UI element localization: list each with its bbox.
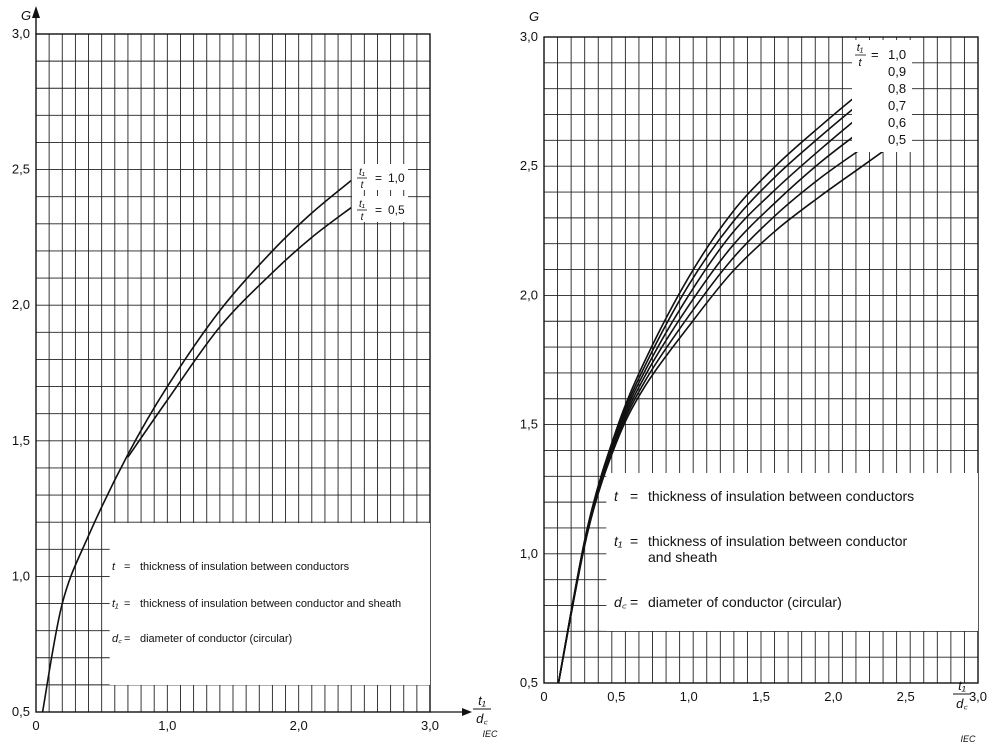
definition-text: thickness of insulation between conducto…	[140, 561, 350, 573]
series-name-label: 0,8	[888, 81, 906, 96]
definition-equals: =	[124, 561, 130, 573]
chart-right: 0,51,01,52,02,53,00 0,5 1,0 1,5 2,0 2,5 3,0Gt₁…	[520, 9, 987, 744]
definition-symbol: t	[614, 488, 619, 504]
y-tick-label: 1,5	[520, 417, 538, 432]
series-line-0-5	[557, 144, 892, 684]
x-axis-label-denominator: d꜀	[956, 696, 968, 711]
x-axis-label-numerator: t₁	[478, 693, 486, 708]
ratio-denominator: t	[858, 57, 862, 69]
x-tick-label: 2,0	[824, 689, 842, 704]
series-name-label: 1,0	[888, 47, 906, 62]
y-tick-label: 0,5	[520, 675, 538, 690]
ratio-denominator: t	[361, 212, 365, 223]
ratio-equals: =	[375, 171, 382, 185]
x-tick-label: 3,0	[969, 689, 987, 704]
y-tick-label: 3,0	[520, 29, 538, 44]
ratio-equals: =	[871, 47, 879, 62]
definitions-list: t = thickness of insulation between conduc…	[112, 561, 401, 645]
y-tick-label: 1,0	[12, 568, 30, 583]
y-axis-arrow-head	[32, 6, 40, 18]
definitions-list: t = thickness of insulation between conduc…	[614, 488, 914, 610]
y-tick-label: 2,0	[520, 287, 538, 302]
plot-frame	[543, 36, 979, 684]
definition-equals: =	[630, 488, 638, 504]
series-name-label: 0,5	[388, 203, 405, 217]
definition-symbol: t	[112, 561, 116, 573]
x-tick-label: 0,5	[607, 689, 625, 704]
definition-text: diameter of conductor (circular)	[140, 633, 292, 645]
x-tick-label: 3,0	[421, 718, 439, 733]
definition-text: diameter of conductor (circular)	[648, 594, 842, 610]
definition-symbol: d꜀	[614, 594, 627, 610]
x-tick-label: 0	[32, 718, 39, 733]
x-tick-label: 0	[540, 689, 547, 704]
ratio-legend: t₁ t = 1,0 0,9 0,8 0,7 0,6 0,5	[852, 40, 912, 152]
source-mark: IEC	[482, 729, 498, 739]
x-tick-label: 1,0	[680, 689, 698, 704]
y-tick-label: 3,0	[12, 26, 30, 41]
definitions-box	[606, 473, 978, 631]
series-name-label: 0,6	[888, 115, 906, 130]
definitions-box	[109, 523, 431, 685]
source-mark: IEC	[960, 734, 976, 744]
ratio-equals: =	[375, 203, 382, 217]
y-tick-label: 1,0	[520, 546, 538, 561]
series-name-label: 0,9	[888, 64, 906, 79]
definition-text: thickness of insulation between conducto…	[140, 598, 401, 610]
series-name-label: 0,7	[888, 98, 906, 113]
x-axis-label: t₁ d꜀	[953, 678, 971, 711]
series-name-label: 0,5	[888, 132, 906, 147]
y-tick-label: 2,0	[12, 297, 30, 312]
plot-frame	[35, 33, 431, 713]
y-axis-label: G	[529, 9, 539, 24]
series-name-label: 1,0	[388, 171, 405, 185]
series-line-1-0	[41, 179, 352, 713]
x-axis-label-denominator: d꜀	[476, 711, 488, 726]
definition-symbol: t₁	[112, 598, 119, 610]
definition-text: thickness of insulation between conducto…	[648, 533, 907, 549]
definition-equals: =	[630, 533, 638, 549]
definition-equals: =	[124, 598, 130, 610]
x-tick-label: 1,5	[752, 689, 770, 704]
y-axis-label: G	[21, 8, 31, 23]
definition-symbol: t₁	[614, 533, 623, 549]
definition-equals: =	[630, 594, 638, 610]
x-axis-label: t₁ d꜀	[473, 693, 491, 726]
ratio-legend: t₁ t = 1,0 t₁ t = 0,5	[352, 164, 408, 223]
definition-text: thickness of insulation between conducto…	[648, 488, 914, 504]
x-tick-label: 2,5	[897, 689, 915, 704]
x-tick-label: 1,0	[158, 718, 176, 733]
x-tick-label: 2,0	[290, 718, 308, 733]
definition-text-continued: and sheath	[648, 549, 717, 565]
x-axis-arrow-head	[462, 708, 472, 716]
ratio-numerator: t₁	[359, 199, 365, 210]
chart-left: 0,5 1,0 1,5 2,0 2,5 3,0 0 1,0 2,0 3,0 Gt₁ d꜀ IEC t₁ t =…	[12, 6, 498, 739]
definition-equals: =	[124, 633, 130, 645]
y-tick-label: 2,5	[12, 162, 30, 177]
series-line-0-5	[127, 206, 352, 458]
ratio-numerator: t₁	[857, 42, 864, 54]
y-tick-label: 1,5	[12, 433, 30, 448]
y-tick-label: 2,5	[520, 158, 538, 173]
ratio-label-bg	[352, 196, 408, 222]
ratio-label-bg	[352, 164, 408, 190]
definition-symbol: d꜀	[112, 633, 122, 645]
ratio-denominator: t	[361, 180, 365, 191]
ratio-numerator: t₁	[359, 167, 365, 178]
ratio-legend-bg	[852, 40, 912, 152]
y-tick-label: 0,5	[12, 704, 30, 719]
x-axis-label-numerator: t₁	[958, 678, 966, 693]
